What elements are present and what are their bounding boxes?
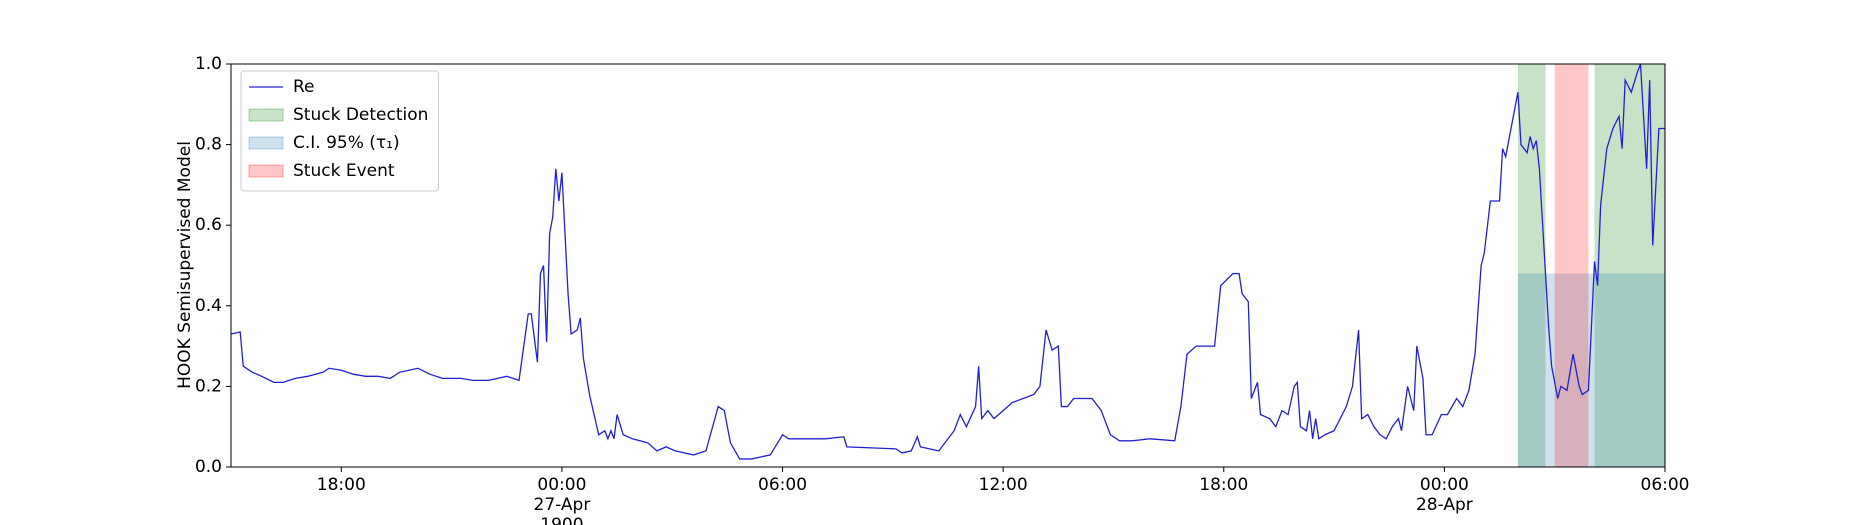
legend-label: Stuck Detection: [293, 105, 428, 125]
span: [1517, 64, 1546, 467]
x-tick-label: 06:00: [758, 475, 807, 495]
span: [1594, 64, 1665, 467]
x-tick-label: 12:00: [979, 475, 1028, 495]
legend-patch: [248, 136, 284, 150]
data-line: [230, 63, 1665, 460]
y-tick-label: 0.8: [195, 135, 222, 155]
y-tick-label: 1.0: [195, 54, 222, 74]
span: [1554, 64, 1589, 467]
x-tick-label-line: 00:00: [1420, 475, 1469, 495]
legend-box: [240, 70, 439, 192]
legend-label: Re: [293, 77, 315, 97]
legend: Re Stuck Detection C.I. 95% (τ₁) Stuck Even…: [240, 70, 439, 192]
x-tick-label-line: 18:00: [317, 475, 366, 495]
legend-patch: [248, 108, 284, 122]
y-axis-label: HOOK Semisupervised Model: [175, 141, 195, 389]
span: [1517, 273, 1665, 467]
x-tick-label: 18:00: [1199, 475, 1248, 495]
x-tick-label-line: 00:00: [537, 475, 586, 495]
plot-frame: [230, 63, 1666, 468]
x-tick-label: 18:00: [317, 475, 366, 495]
legend-label: Stuck Event: [293, 161, 395, 181]
legend-label: C.I. 95% (τ₁): [293, 133, 400, 153]
x-tick-label: 00:00 27-Apr 1900: [534, 475, 591, 525]
y-tick-label: 0.4: [195, 296, 222, 316]
x-tick-label: 00:00 28-Apr: [1416, 475, 1473, 515]
x-tick-label-line: 1900: [540, 515, 583, 525]
y-tick-label: 0.0: [195, 457, 222, 477]
x-tick-label-line: 06:00: [758, 475, 807, 495]
x-tick-label: 06:00: [1641, 475, 1690, 495]
x-tick-label-line: 12:00: [979, 475, 1028, 495]
x-tick-label-line: 06:00: [1641, 475, 1690, 495]
y-tick-label: 0.2: [195, 376, 222, 396]
x-tick-label-line: 28-Apr: [1416, 495, 1473, 515]
x-tick-label-line: 27-Apr: [534, 495, 591, 515]
x-tick-label-line: 18:00: [1199, 475, 1248, 495]
legend-patch: [248, 164, 284, 178]
y-tick-label: 0.6: [195, 215, 222, 235]
